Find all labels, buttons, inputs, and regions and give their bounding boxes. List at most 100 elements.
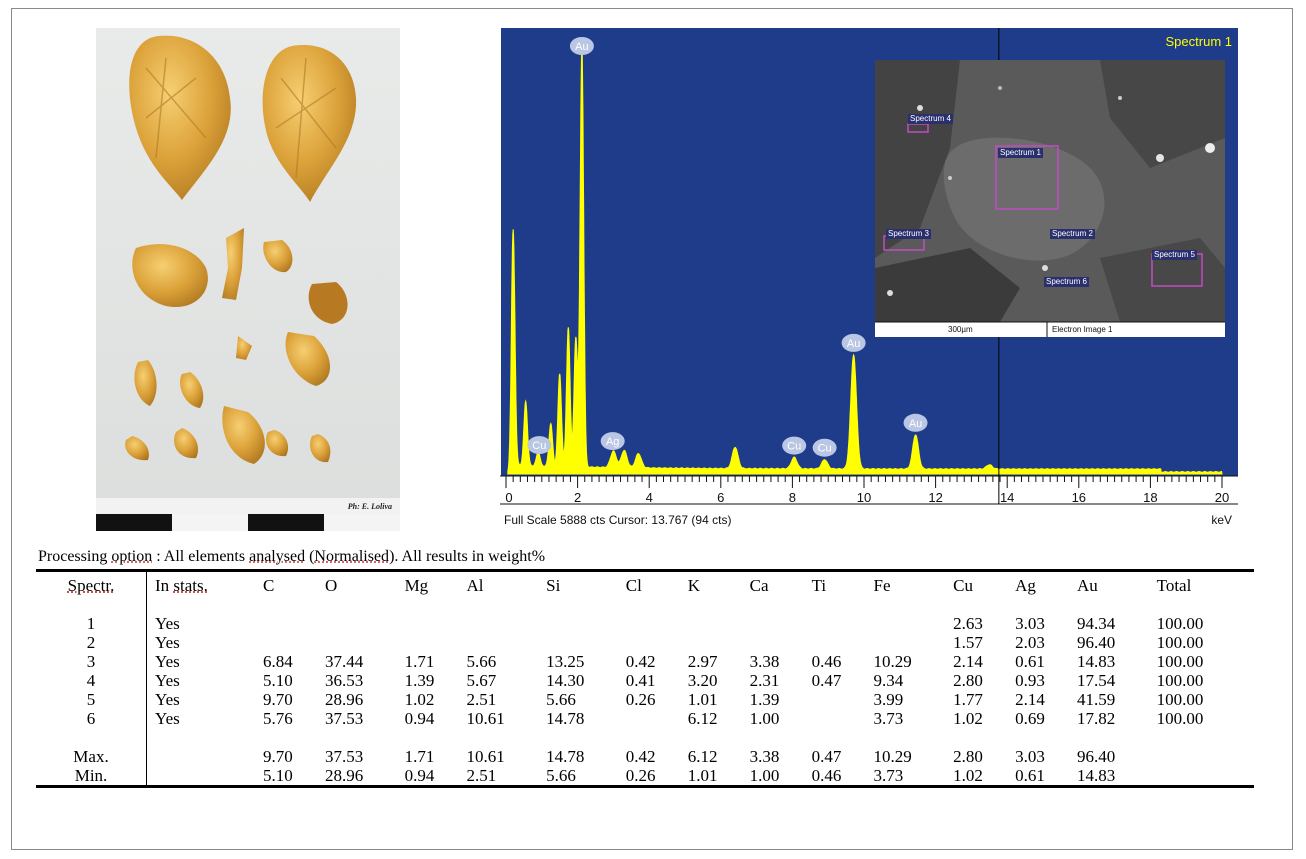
- sem-label-spectrum-3: Spectrum 3: [886, 229, 931, 239]
- table-cell: 17.82: [1077, 709, 1116, 728]
- table-cell: [263, 728, 325, 747]
- column-header: K: [687, 569, 750, 614]
- table-cell: 0.61: [1015, 766, 1077, 788]
- table-row: 2 Yes 1.57 2.03 96.40 100.00: [36, 633, 1254, 652]
- table-cell: 0.61: [1015, 652, 1045, 671]
- table-cell: 5: [86, 690, 96, 709]
- column-header: Mg: [404, 569, 467, 614]
- table-cell: [626, 709, 688, 728]
- table-cell: 17.54: [1077, 671, 1116, 690]
- svg-text:Au: Au: [847, 338, 860, 350]
- table-cell: [812, 690, 874, 709]
- table-cell: 1.77: [953, 690, 983, 709]
- table-cell: 9.34: [873, 671, 904, 690]
- table-cell: 100.00: [1156, 614, 1204, 633]
- peak-label-au: Au: [841, 333, 866, 352]
- table-cell: 0.94: [404, 709, 435, 728]
- table-row: 5 Yes 9.70 28.96 1.02 2.51 5.66 0.26 1.01 1.39 3.9…: [36, 690, 1254, 709]
- summary-row: Max. 9.70 37.53 1.71 10.61 14.78 0.42 6.12 3.38 0…: [36, 747, 1254, 766]
- table-cell: 1.01: [687, 766, 750, 788]
- table-cell: [750, 728, 812, 747]
- table-cell: 10.29: [873, 652, 912, 671]
- table-cell: 1.02: [404, 690, 435, 709]
- photo-credit: Ph: E. Loliva: [347, 502, 392, 511]
- sem-scale-bar-label: 300µm: [948, 325, 973, 334]
- sem-label-spectrum-1: Spectrum 1: [998, 148, 1043, 158]
- gold-fragments-image: [96, 28, 400, 531]
- table-cell: 2.80: [953, 671, 983, 690]
- table-cell: 0.26: [625, 690, 656, 709]
- table-cell: 1.71: [404, 747, 435, 766]
- table-cell: 2: [86, 633, 96, 652]
- table-cell: 10.29: [873, 747, 912, 766]
- column-header: O: [324, 569, 405, 614]
- table-cell: Yes: [146, 690, 263, 709]
- table-cell: 0.41: [625, 671, 656, 690]
- table-cell: [750, 614, 812, 633]
- table-cell: 37.53: [324, 709, 364, 728]
- svg-text:Au: Au: [909, 418, 922, 430]
- table-row: 4 Yes 5.10 36.53 1.39 5.67 14.30 0.41 3.20 2.31 0.…: [36, 671, 1254, 690]
- table-cell: 1.57: [953, 633, 983, 652]
- table-cell: [812, 633, 874, 652]
- table-cell: 1.02: [953, 766, 1016, 788]
- table-cell: 3: [86, 652, 96, 671]
- table-cell: 1.71: [404, 652, 435, 671]
- table-cell: 3.03: [1015, 614, 1045, 633]
- table-cell: [467, 633, 547, 652]
- table-cell: 0.93: [1015, 671, 1045, 690]
- spectrum-unit: keV: [1211, 513, 1232, 527]
- table-cell: 1.00: [749, 709, 780, 728]
- table-cell: 2.51: [466, 766, 547, 788]
- table-cell: [263, 633, 325, 652]
- table-cell: 37.44: [324, 652, 364, 671]
- table-cell: [626, 728, 688, 747]
- table-cell: [1156, 766, 1254, 788]
- peak-label-cu: Cu: [812, 438, 837, 457]
- x-tick-label: 20: [1215, 490, 1229, 505]
- svg-text:Cu: Cu: [787, 441, 801, 453]
- sem-label-spectrum-2: Spectrum 2: [1050, 229, 1095, 239]
- x-tick-label: 12: [928, 490, 942, 505]
- column-header: Si: [546, 569, 626, 614]
- x-tick-label: 4: [646, 490, 653, 505]
- table-cell: 36.53: [324, 671, 364, 690]
- table-cell: [812, 709, 874, 728]
- table-cell: [405, 614, 467, 633]
- table-cell: Yes: [146, 709, 263, 728]
- eds-spectrum-panel: 0 2 4 6 8 10 12 14 16 18 20 Au Cu Ag Cu Cu Au Au Spectru…: [500, 28, 1238, 531]
- table-cell: [325, 728, 405, 747]
- table-cell: Yes: [146, 633, 263, 652]
- table-cell: 96.40: [1077, 747, 1116, 766]
- table-cell: 1.02: [953, 709, 983, 728]
- table-cell: [874, 614, 954, 633]
- table-cell: 2.14: [1015, 690, 1045, 709]
- x-tick-label: 16: [1072, 490, 1086, 505]
- table-cell: 94.34: [1077, 614, 1116, 633]
- table-cell: 6.12: [687, 747, 718, 766]
- table-cell: [146, 766, 263, 788]
- table-cell: 2.14: [953, 652, 983, 671]
- table-cell: [467, 614, 547, 633]
- x-tick-label: 14: [1000, 490, 1014, 505]
- table-cell: 2.51: [466, 690, 497, 709]
- table-cell: [325, 633, 405, 652]
- column-header: Cu: [953, 569, 1016, 614]
- table-cell: 1.39: [404, 671, 435, 690]
- table-cell: [812, 728, 874, 747]
- spectrum-footer: Full Scale 5888 cts Cursor: 13.767 (94 c…: [504, 513, 731, 527]
- sem-label-spectrum-5: Spectrum 5: [1152, 250, 1197, 260]
- table-cell: 3.03: [1015, 747, 1045, 766]
- x-tick-label: 18: [1143, 490, 1157, 505]
- table-cell: 5.10: [263, 766, 325, 788]
- table-cell: 0.26: [625, 766, 688, 788]
- table-cell: 0.47: [811, 747, 842, 766]
- peak-label-ag: Ag: [600, 432, 625, 451]
- table-cell: 9.70: [263, 690, 293, 709]
- table-cell: 13.25: [546, 652, 585, 671]
- table-cell: 14.83: [1077, 766, 1157, 788]
- table-cell: 5.67: [466, 671, 497, 690]
- column-header: Spectr.: [36, 569, 147, 614]
- table-cell: 37.53: [324, 747, 364, 766]
- table-cell: 0.42: [625, 652, 656, 671]
